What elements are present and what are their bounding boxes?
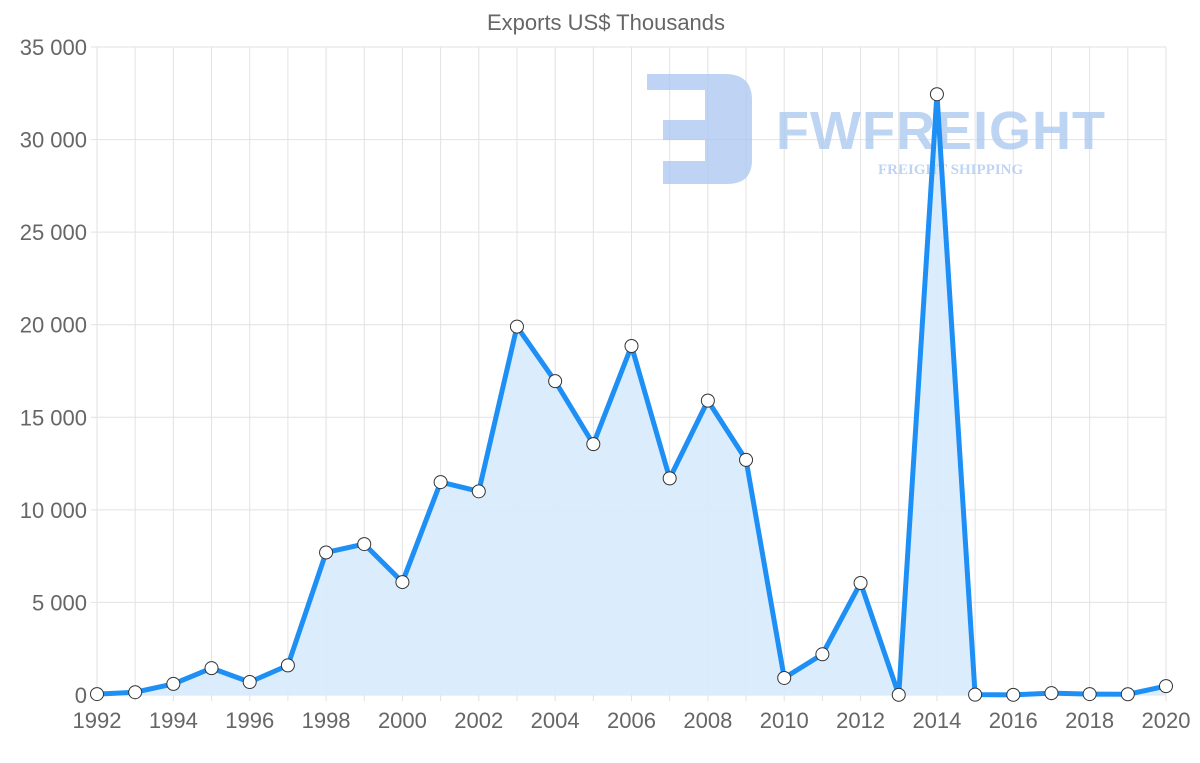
x-tick-label: 1992 bbox=[73, 708, 122, 733]
data-point bbox=[90, 687, 104, 702]
data-point bbox=[929, 87, 944, 102]
data-point bbox=[815, 647, 830, 662]
x-tick-label: 1998 bbox=[302, 708, 351, 733]
x-tick-label: 2016 bbox=[989, 708, 1038, 733]
data-point bbox=[1006, 687, 1021, 702]
y-tick-label: 35 000 bbox=[20, 35, 87, 60]
x-tick-label: 2002 bbox=[454, 708, 503, 733]
x-tick-label: 2012 bbox=[836, 708, 885, 733]
data-point bbox=[395, 575, 410, 590]
data-point bbox=[662, 471, 677, 486]
x-tick-label: 2006 bbox=[607, 708, 656, 733]
data-point bbox=[853, 575, 868, 590]
x-tick-label: 1994 bbox=[149, 708, 198, 733]
y-tick-label: 0 bbox=[75, 683, 87, 708]
data-point bbox=[280, 658, 295, 673]
line-layer bbox=[90, 87, 1173, 702]
data-point bbox=[166, 676, 181, 691]
data-point bbox=[968, 687, 983, 702]
data-point bbox=[128, 685, 143, 700]
data-point bbox=[509, 319, 524, 334]
data-point bbox=[777, 670, 792, 685]
data-point bbox=[1159, 679, 1173, 694]
y-tick-label: 20 000 bbox=[20, 313, 87, 338]
data-point bbox=[586, 437, 601, 452]
x-tick-label: 2010 bbox=[760, 708, 809, 733]
watermark-tagline: FREIGHT SHIPPING bbox=[878, 162, 1023, 178]
data-point bbox=[242, 675, 257, 690]
data-point bbox=[433, 475, 448, 490]
data-point bbox=[204, 661, 219, 676]
data-point bbox=[548, 374, 563, 389]
x-tick-label: 2004 bbox=[531, 708, 580, 733]
data-point bbox=[1082, 687, 1097, 702]
data-point bbox=[891, 687, 906, 702]
data-point bbox=[739, 452, 754, 467]
y-tick-label: 10 000 bbox=[20, 498, 87, 523]
data-point bbox=[357, 537, 372, 552]
x-tick-label: 2000 bbox=[378, 708, 427, 733]
data-point bbox=[319, 545, 334, 560]
data-point bbox=[1120, 687, 1135, 702]
x-tick-label: 1996 bbox=[225, 708, 274, 733]
chart-title: Exports US$ Thousands bbox=[487, 10, 725, 35]
data-point bbox=[1044, 686, 1059, 701]
y-tick-label: 25 000 bbox=[20, 220, 87, 245]
axes: 0 5 000 10 000 15 000 20 000 25 000 30 000 35 0… bbox=[20, 35, 1191, 733]
y-tick-label: 30 000 bbox=[20, 128, 87, 153]
data-point bbox=[471, 484, 486, 499]
x-tick-label: 2020 bbox=[1142, 708, 1191, 733]
data-point bbox=[624, 339, 639, 354]
x-tick-label: 2018 bbox=[1065, 708, 1114, 733]
y-tick-label: 15 000 bbox=[20, 405, 87, 430]
data-point bbox=[700, 393, 715, 408]
y-tick-label: 5 000 bbox=[32, 590, 87, 615]
watermark-logo: FWFREIGHT FREIGHT SHIPPING bbox=[647, 74, 1105, 184]
x-tick-label: 2014 bbox=[912, 708, 961, 733]
x-tick-label: 2008 bbox=[683, 708, 732, 733]
